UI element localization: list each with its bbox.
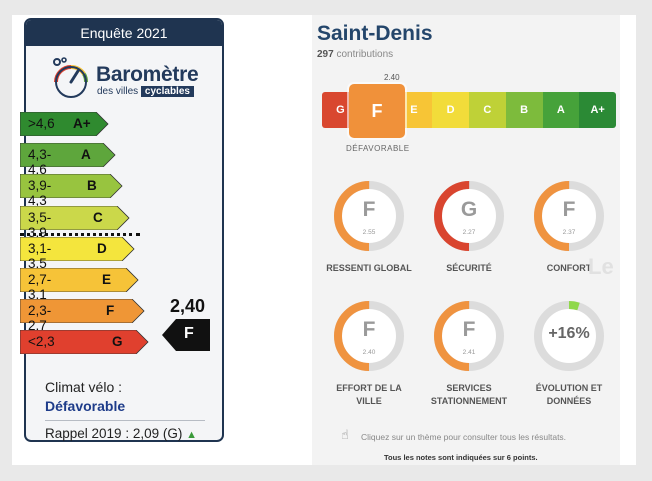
scale-range: >4,6 (28, 116, 55, 131)
scale-arrow-bar (20, 236, 135, 261)
hint-text: Cliquez sur un thème pour consulter tous… (361, 432, 567, 442)
theme-percent: +16% (548, 325, 590, 342)
divider (45, 420, 205, 421)
climate-label: Climat vélo : (45, 379, 123, 395)
theme-score: 2.55 (362, 229, 376, 236)
theme-label[interactable]: SÉCURITÉ (446, 263, 492, 273)
theme-grade: F (462, 318, 476, 341)
scale-arrow-bar (20, 143, 116, 168)
grade-segment-a[interactable]: A (542, 92, 580, 128)
theme-label[interactable]: CONFORT (546, 263, 592, 273)
scale-range: 2,3-2,7 (28, 303, 52, 334)
scale-letter: A+ (73, 116, 91, 131)
theme-score: 2.40 (362, 349, 376, 356)
theme-card[interactable]: G 2.27 (433, 180, 505, 252)
scale-range: 4,3-4,6 (28, 147, 52, 178)
pointer-hand-icon: ☝ (341, 427, 349, 442)
logo-title: Baromètre (96, 63, 199, 86)
theme-label[interactable]: SERVICES STATIONNEMENT (430, 383, 508, 406)
climate-value: Défavorable (45, 398, 126, 414)
grade-segment-d[interactable]: D (432, 92, 469, 128)
threshold-dotted-line (20, 233, 140, 236)
selected-grade-value: 2.40 (384, 73, 400, 82)
grade-segment-c[interactable]: C (469, 92, 506, 128)
theme-score: 2.41 (462, 349, 476, 356)
theme-grade: F (362, 198, 376, 221)
scale-range: 3,1-3,5 (28, 240, 52, 271)
theme-label[interactable]: RESSENTI GLOBAL (326, 263, 412, 273)
scale-range: <2,3 (28, 334, 55, 350)
background-watermark: Le (588, 254, 614, 279)
theme-card[interactable]: F 2.37 (533, 180, 605, 252)
scale-note: Tous les notes sont indiquées sur 6 poin… (384, 453, 538, 462)
selected-grade-label: DÉFAVORABLE (346, 144, 410, 153)
theme-label[interactable]: ÉVOLUTION ET DONNÉES (535, 383, 603, 406)
logo-subtitle: des villes cyclables (97, 86, 194, 97)
theme-card[interactable]: F 2.41 (433, 300, 505, 372)
barometer-logo: Baromètre des villes cyclables (26, 46, 222, 108)
score-arrow-marker (162, 319, 210, 351)
barometer-gauge-icon (53, 57, 88, 98)
theme-ring (534, 301, 604, 371)
selected-grade: F (349, 84, 405, 138)
scale-letter: E (102, 271, 112, 287)
scale-range: 2,7-3,1 (28, 271, 52, 302)
scale-letter: F (106, 303, 115, 319)
scale-arrow-bar (20, 330, 149, 355)
theme-ring (334, 181, 404, 251)
scale-arrow-bar (20, 299, 145, 324)
theme-card[interactable]: F 2.55 (333, 180, 405, 252)
city-name: Saint-Denis (317, 22, 433, 45)
scale-range: 3,9-4,3 (28, 178, 52, 209)
theme-ring (334, 301, 404, 371)
score-grade: F (184, 325, 194, 342)
contributions-count: 297 contributions (317, 49, 394, 60)
grade-segment-a-plus[interactable]: A+ (579, 92, 616, 128)
scale-arrow-bar (20, 205, 130, 230)
scale-letter: C (93, 209, 103, 225)
scale-letter: B (87, 178, 97, 194)
scale-letter: G (112, 334, 123, 350)
barometer-card: Enquête 2021 Baromètre des villes cyclab… (24, 18, 224, 442)
theme-ring (434, 301, 504, 371)
scale-arrow-bar (20, 267, 139, 292)
theme-card[interactable]: F 2.40 (333, 300, 405, 372)
scale-letter: A (81, 147, 91, 163)
theme-label[interactable]: EFFORT DE LA VILLE (336, 383, 402, 406)
theme-grade: G (460, 198, 478, 221)
theme-score: 2.27 (462, 229, 476, 236)
theme-card[interactable]: +16% (533, 300, 605, 372)
theme-grade: F (362, 318, 376, 341)
theme-grade: F (562, 198, 576, 221)
scale-arrow-bar (20, 112, 109, 136)
theme-ring (434, 181, 504, 251)
score-value: 2,40 (170, 296, 206, 316)
scale-letter: D (97, 240, 107, 256)
grade-segment-b[interactable]: B (505, 92, 543, 128)
survey-header: Enquête 2021 (26, 20, 222, 46)
reminder-2019: Rappel 2019 : 2,09 (G) ▲ (45, 426, 197, 441)
scale-arrow-bar (20, 174, 123, 199)
up-arrow-icon: ▲ (186, 429, 197, 441)
theme-score: 2.37 (562, 229, 576, 236)
theme-ring (534, 181, 604, 251)
